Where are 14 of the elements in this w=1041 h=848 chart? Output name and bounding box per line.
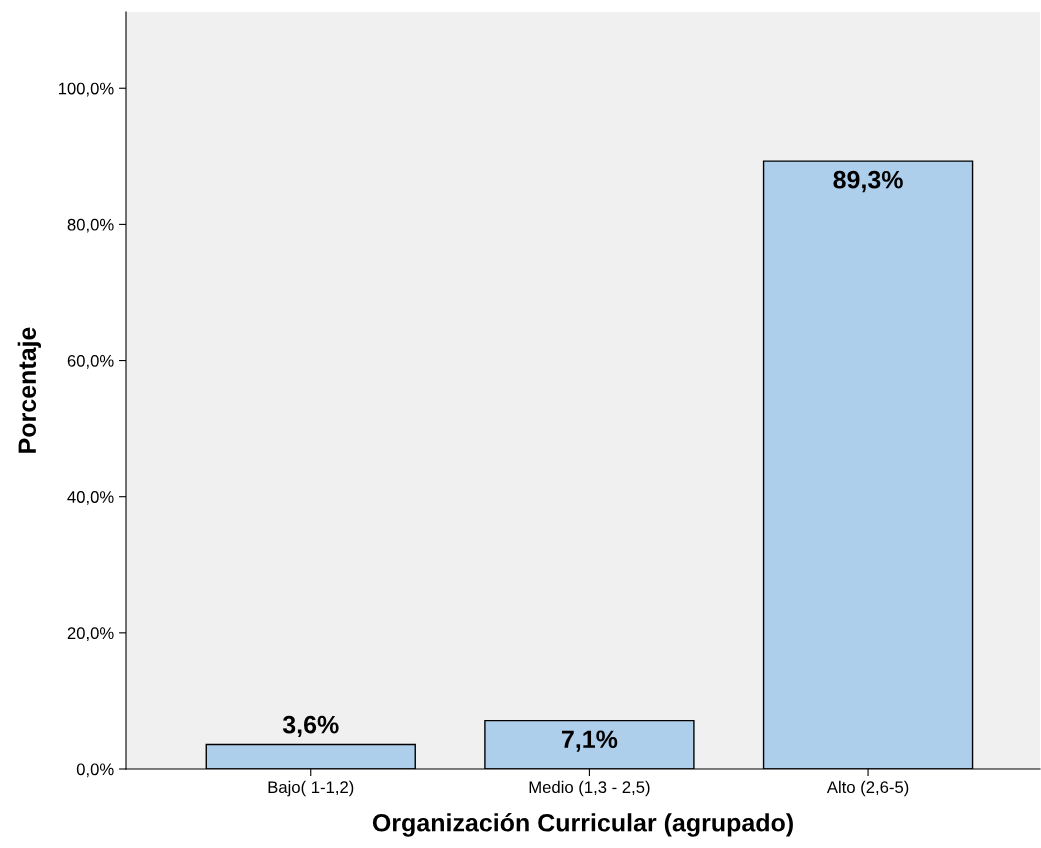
y-tick-label: 60,0%	[67, 354, 114, 369]
y-tick-label: 40,0%	[67, 491, 114, 505]
data-label: 7,1%	[561, 730, 618, 752]
y-tick-label: 100,0%	[58, 82, 114, 97]
y-axis-title: Porcentaje	[17, 327, 41, 453]
y-tick-label: 0,0%	[76, 763, 114, 778]
x-tick-label: Bajo( 1-1,2)	[268, 780, 354, 797]
x-tick-label: Alto (2,6-5)	[826, 780, 909, 797]
x-tick-label: Medio (1,3 - 2,5)	[529, 780, 650, 797]
data-label: 89,3%	[833, 170, 903, 193]
y-tick-label: 20,0%	[67, 627, 114, 642]
data-label: 3,6%	[282, 715, 339, 738]
x-axis-title: Organización Curricular (agrupado)	[372, 813, 793, 837]
y-tick-label: 80,0%	[67, 218, 114, 233]
